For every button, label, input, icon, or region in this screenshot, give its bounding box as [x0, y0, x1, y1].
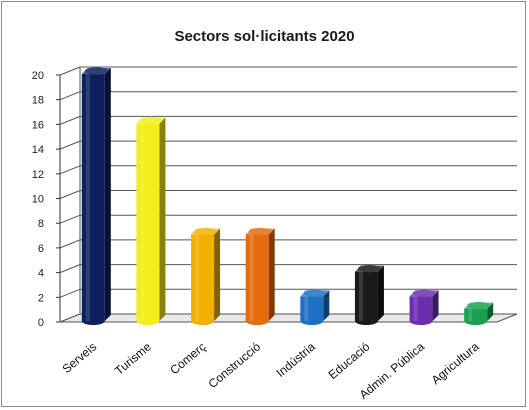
y-tick-label: 12 [32, 169, 44, 181]
bar-construcci- [245, 227, 275, 325]
bar-serveis [81, 67, 111, 325]
gridline-side [59, 214, 81, 224]
x-tick-label: Turisme [112, 339, 154, 378]
bar-body [409, 296, 433, 325]
bar-body [81, 74, 105, 325]
chart-title: Sectors sol·licitants 2020 [174, 28, 355, 45]
bar-body [191, 234, 215, 325]
bar-side [432, 290, 439, 321]
bar-highlight [85, 74, 90, 321]
y-tick-label: 14 [32, 144, 44, 156]
gridline-side [59, 140, 81, 150]
bar-body [300, 296, 324, 325]
bar-top-cap [303, 289, 327, 297]
bar-top-cap [467, 302, 491, 310]
gridline-side [59, 66, 81, 76]
bar-side [104, 68, 111, 321]
bar-comer- [191, 227, 221, 325]
gridline-side [59, 239, 81, 249]
gridline-side [59, 91, 81, 101]
gridline-side [59, 264, 81, 274]
bar-turisme [136, 116, 166, 326]
bar-body [136, 123, 160, 326]
bar-body [245, 234, 269, 325]
gridline-side [59, 288, 81, 298]
y-tick-label: 2 [38, 292, 44, 304]
bar-top-cap [84, 67, 108, 75]
bar-top-cap [248, 227, 272, 236]
bar-side [323, 290, 330, 321]
y-tick-label: 6 [38, 243, 44, 255]
x-tick-label: Construcció [206, 339, 264, 391]
bar-highlight [140, 123, 145, 322]
bar-highlight [358, 271, 363, 321]
y-tick-label: 18 [32, 95, 44, 107]
bar-ind-stria [300, 289, 330, 325]
bar-highlight [249, 234, 254, 321]
bar-highlight [413, 296, 418, 321]
bar-side [377, 265, 384, 321]
bar-body [464, 308, 488, 325]
bar-top-cap [412, 289, 436, 297]
bar-top-cap [357, 265, 381, 273]
bar-body [354, 271, 378, 325]
bar-side [159, 117, 166, 322]
gridline-side [59, 115, 81, 125]
y-tick-label: 4 [38, 268, 44, 280]
y-tick-label: 8 [38, 218, 44, 230]
chart-floor [59, 313, 518, 323]
gridline-side [59, 165, 81, 175]
y-tick-label: 10 [32, 194, 44, 206]
x-tick-label: Educació [326, 339, 373, 382]
x-tick-label: Indústria [273, 339, 318, 380]
bar-top-cap [194, 227, 218, 236]
y-tick-label: 20 [32, 70, 44, 82]
bar-highlight [304, 296, 309, 321]
bar-highlight [468, 308, 473, 321]
bar-admin-p-blica [409, 289, 439, 325]
x-tick-label: Comerç [167, 340, 208, 378]
y-tick-label: 0 [38, 317, 44, 329]
x-tick-label: Serveis [60, 340, 100, 376]
x-tick-label: Agricultura [429, 339, 482, 387]
bar-side [268, 228, 275, 321]
bar-highlight [195, 234, 200, 321]
gridline-side [59, 190, 81, 199]
y-tick-label: 16 [32, 119, 44, 131]
bar-top-cap [139, 116, 163, 124]
bar-agricultura [464, 302, 494, 325]
bar-educaci- [354, 265, 384, 325]
bar-side [214, 228, 221, 321]
